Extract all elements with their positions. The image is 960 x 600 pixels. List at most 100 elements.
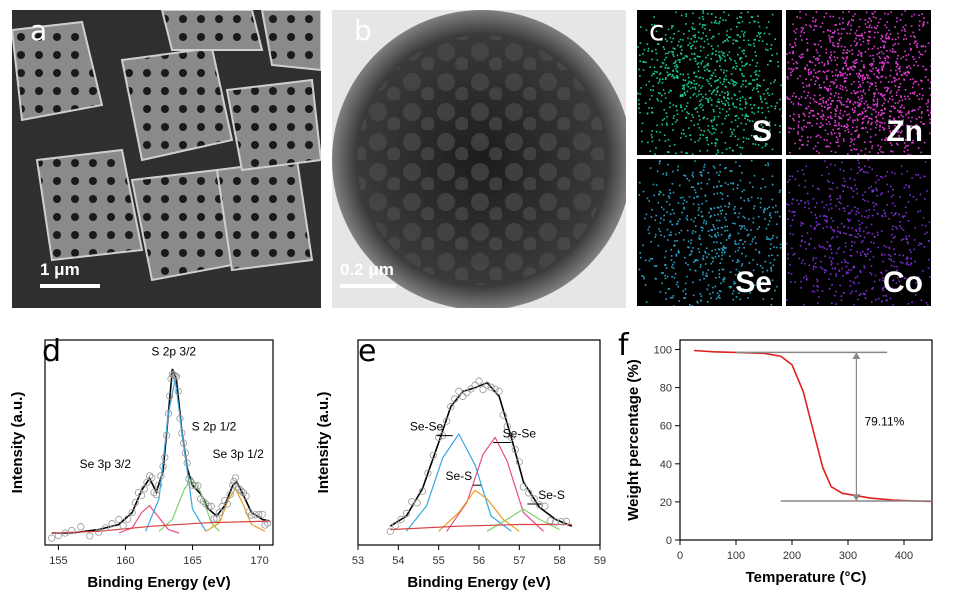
- data-point: [128, 508, 136, 517]
- data-point: [95, 528, 103, 536]
- data-point: [166, 392, 174, 400]
- x-tick-label: 56: [473, 555, 485, 567]
- x-tick-label: 53: [352, 555, 364, 567]
- data-point: [418, 487, 427, 495]
- y-tick-label: 60: [660, 421, 672, 433]
- data-point: [546, 516, 554, 525]
- data-point: [233, 483, 241, 491]
- data-point: [264, 519, 272, 527]
- y-axis-label: Weight percentage (%): [625, 359, 642, 520]
- xps-se3d-chart: 53 54 55 56 57 58 59 Binding Energy (eV) Intensi…: [315, 339, 606, 591]
- data-point: [447, 403, 455, 411]
- data-point: [148, 474, 156, 482]
- panel-letter-d: d: [42, 334, 62, 369]
- data-point: [451, 395, 459, 403]
- data-point: [386, 527, 394, 535]
- data-point: [429, 451, 437, 459]
- data-point: [131, 498, 139, 507]
- x-tick-label: 59: [594, 555, 606, 567]
- eds-dot-map-zn: [786, 10, 931, 155]
- data-point: [61, 529, 69, 537]
- data-point: [163, 431, 171, 439]
- eds-map-label-se: Se: [735, 266, 772, 299]
- series-line: [438, 489, 520, 532]
- data-point: [483, 381, 491, 389]
- data-point: [402, 509, 411, 517]
- data-point: [194, 482, 202, 490]
- x-tick-label: 57: [513, 555, 525, 567]
- eds-dot-map-s: [637, 10, 782, 155]
- data-point: [515, 458, 523, 466]
- eds-dot-map-se: [638, 159, 782, 306]
- data-point: [467, 385, 475, 393]
- data-point: [408, 498, 416, 506]
- series-line: [145, 379, 207, 532]
- y-axis-label: Intensity (a.u.): [315, 392, 332, 494]
- data-point: [115, 515, 123, 523]
- data-point: [525, 489, 533, 497]
- data-point: [503, 422, 511, 430]
- data-point: [172, 373, 181, 381]
- data-point: [541, 502, 549, 510]
- arrowhead-top: [852, 352, 861, 360]
- plot-frame: [679, 339, 933, 541]
- data-point: [183, 459, 191, 467]
- panel-letter-c: c: [649, 14, 665, 47]
- series-line: [51, 520, 271, 534]
- data-point: [519, 483, 527, 491]
- data-point: [237, 487, 245, 495]
- data-point: [150, 489, 158, 497]
- series-line: [446, 436, 544, 532]
- data-point: [86, 532, 94, 540]
- panel-letter-f: f: [618, 328, 629, 363]
- data-point: [247, 511, 256, 519]
- data-point: [223, 500, 231, 508]
- data-point: [495, 387, 503, 395]
- data-point: [455, 387, 463, 395]
- x-tick-label: 170: [250, 555, 268, 567]
- x-axis-label: Temperature (°C): [746, 569, 867, 586]
- tem-image: [332, 10, 626, 308]
- data-point: [471, 381, 479, 389]
- data-point: [491, 385, 499, 393]
- panel-letter-e: e: [358, 334, 377, 369]
- eds-map-label-s: S: [751, 115, 772, 148]
- data-point: [562, 517, 570, 525]
- scale-bar-label-a: 1 μm: [40, 260, 80, 279]
- y-tick-label: 40: [660, 459, 672, 471]
- annotation-label: Se-Se: [503, 426, 537, 440]
- data-point: [552, 518, 560, 526]
- data-point: [231, 474, 240, 482]
- y-tick-label: 20: [660, 497, 672, 509]
- data-point: [101, 524, 109, 532]
- data-point: [511, 446, 519, 454]
- scale-bar-b: [340, 284, 396, 288]
- data-point: [143, 478, 151, 486]
- data-point: [205, 502, 213, 511]
- eds-map-se: Se: [637, 159, 782, 306]
- plot-frame: [357, 339, 601, 546]
- sem-image-panel: a 1 μm: [12, 10, 321, 308]
- x-tick-label: 0: [677, 550, 683, 562]
- data-point: [199, 497, 207, 506]
- data-point: [161, 453, 169, 461]
- data-point: [54, 532, 63, 540]
- y-tick-label: 0: [666, 535, 672, 547]
- annotation-label: 79.11%: [864, 415, 904, 429]
- eds-map-label-zn: Zn: [886, 115, 923, 148]
- x-tick-label: 54: [392, 555, 404, 567]
- data-point: [229, 481, 237, 489]
- eds-dot-map-co: [786, 159, 931, 306]
- x-tick-label: 58: [554, 555, 566, 567]
- data-point: [179, 439, 188, 447]
- data-point: [392, 521, 400, 529]
- eds-map-co: Co: [786, 159, 931, 306]
- data-point: [435, 433, 443, 441]
- y-tick-label: 100: [654, 345, 672, 357]
- y-axis-label: Intensity (a.u.): [9, 392, 26, 494]
- x-tick-label: 300: [839, 550, 857, 562]
- data-point: [499, 411, 507, 419]
- data-point: [242, 492, 250, 500]
- data-point: [213, 514, 221, 523]
- data-point: [251, 511, 259, 519]
